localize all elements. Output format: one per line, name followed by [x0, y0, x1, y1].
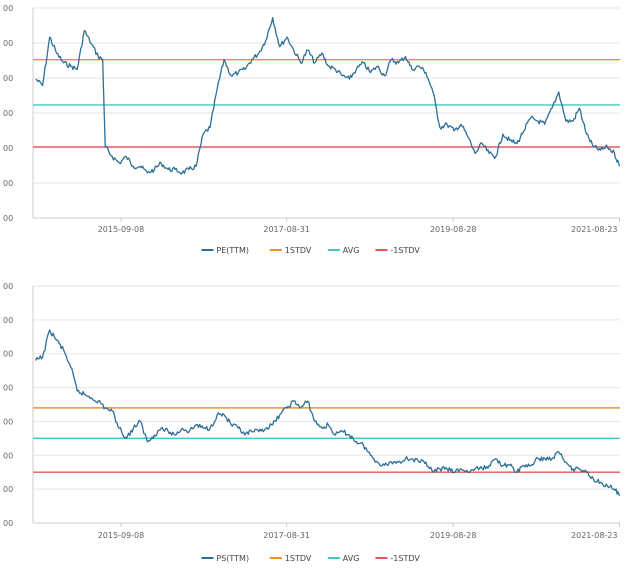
pe-y-tick-label: 00: [3, 74, 13, 83]
pe-x-tick-label: 2021-08-23: [571, 225, 618, 234]
ps-x-tick-label: 2019-08-28: [430, 531, 477, 540]
ps-y-tick-label: 00: [3, 350, 13, 359]
pe-y-tick-label: 00: [3, 109, 13, 118]
pe-chart: 00 00 00 00 00 00 00 2015-09-08 2017-08-31 2019-0…: [3, 4, 621, 255]
ps-y-tick-label: 00: [3, 485, 13, 494]
pe-y-tick-label: 00: [3, 214, 13, 223]
pe-legend-label[interactable]: AVG: [343, 246, 360, 255]
pe-y-tick-label: 00: [3, 144, 13, 153]
ps-x-tick-label: 2017-08-31: [263, 531, 310, 540]
pe-x-tick-label: 2015-09-08: [98, 225, 145, 234]
ps-legend-label[interactable]: PS(TTM): [216, 554, 249, 563]
ps-main-series-line: [35, 329, 621, 497]
pe-legend-label[interactable]: 1STDV: [285, 246, 312, 255]
pe-main-series-line: [35, 17, 621, 175]
pe-y-tick-label: 00: [3, 39, 13, 48]
ps-y-tick-label: 00: [3, 519, 13, 528]
ps-y-tick-label: 00: [3, 451, 13, 460]
ps-y-tick-label: 00: [3, 384, 13, 393]
pe-legend-label[interactable]: PE(TTM): [216, 246, 249, 255]
ps-legend-label[interactable]: AVG: [343, 554, 360, 563]
ps-y-tick-label: 00: [3, 282, 13, 291]
ps-chart-panel: 00 00 00 00 00 00 00 00 2015-09-08 2017-08-31 2019…: [0, 278, 633, 578]
pe-x-tick-label: 2017-08-31: [263, 225, 310, 234]
pe-chart-panel: 00 00 00 00 00 00 00 2015-09-08 2017-08-31 2019-0…: [0, 0, 633, 270]
pe-legend-label[interactable]: -1STDV: [390, 246, 420, 255]
ps-chart: 00 00 00 00 00 00 00 00 2015-09-08 2017-08-31 2019…: [3, 282, 621, 563]
pe-y-tick-label: 00: [3, 179, 13, 188]
ps-y-tick-label: 00: [3, 417, 13, 426]
ps-legend-label[interactable]: -1STDV: [390, 554, 420, 563]
ps-y-tick-label: 00: [3, 316, 13, 325]
ps-x-tick-label: 2015-09-08: [98, 531, 145, 540]
pe-y-tick-label: 00: [3, 4, 13, 13]
pe-x-tick-label: 2019-08-28: [430, 225, 477, 234]
ps-x-tick-label: 2021-08-23: [571, 531, 618, 540]
ps-legend-label[interactable]: 1STDV: [285, 554, 312, 563]
